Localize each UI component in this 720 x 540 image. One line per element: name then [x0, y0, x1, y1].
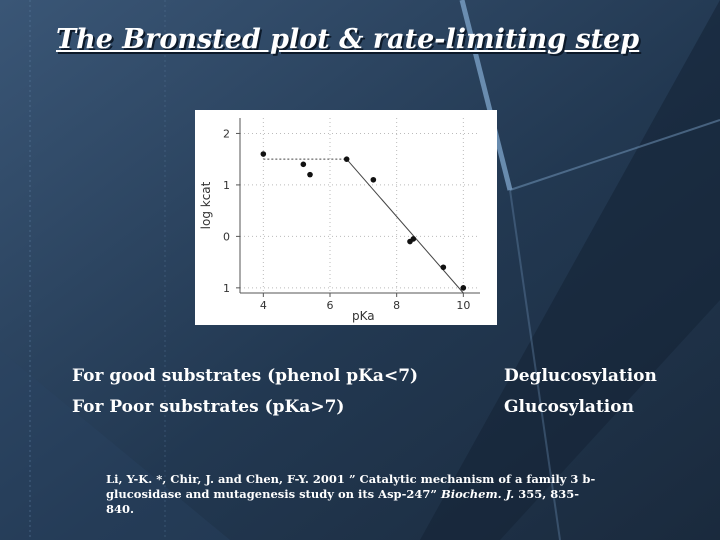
data-point-4 — [370, 176, 377, 183]
y-tick-label: 2 — [223, 127, 230, 140]
x-tick-label: 8 — [393, 299, 400, 312]
y-axis-label: log kcat — [199, 181, 213, 229]
x-tick-label: 4 — [260, 299, 267, 312]
data-point-6 — [410, 236, 417, 242]
data-point-2 — [307, 171, 313, 178]
x-axis-label: pKa — [352, 309, 375, 323]
fit-line-1 — [346, 158, 464, 294]
data-point-8 — [460, 285, 467, 291]
data-point-0 — [260, 151, 267, 157]
bronsted-plot: 4 6 8 10 1 0 1 2 pKa log kcat — [195, 110, 497, 325]
citation-pages: 355, 835-840. — [106, 487, 579, 516]
poor-substrates-label: For Poor substrates (pKa>7) — [72, 397, 345, 417]
citation-journal: Biochem. J. — [441, 487, 515, 501]
data-point-1 — [300, 161, 307, 168]
glucosylation-label: Glucosylation — [504, 397, 634, 417]
good-substrates-label: For good substrates (phenol pKa<7) — [72, 366, 419, 386]
y-tick-label: 1 — [223, 282, 230, 295]
deglucosylation-label: Deglucosylation — [504, 366, 657, 386]
data-point-3 — [343, 156, 350, 162]
x-tick-label: 10 — [456, 299, 470, 312]
y-tick-label: 1 — [223, 179, 230, 192]
slide-title: The Bronsted plot & rate-limiting step — [56, 24, 640, 55]
citation-text: Li, Y-K. *, Chir, J. and Chen, F-Y. 2001… — [106, 472, 596, 501]
y-tick-label: 0 — [223, 230, 230, 243]
citation: Li, Y-K. *, Chir, J. and Chen, F-Y. 2001… — [106, 472, 596, 517]
x-tick-label: 6 — [327, 299, 334, 312]
data-point-7 — [440, 264, 447, 271]
